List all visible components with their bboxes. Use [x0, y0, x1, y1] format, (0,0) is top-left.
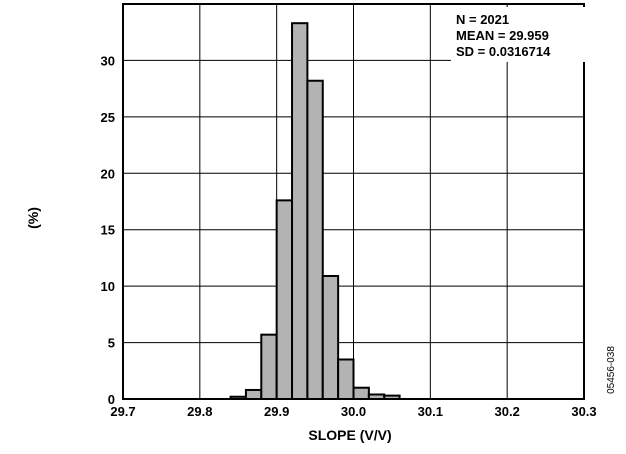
x-tick-label: 30.0 [341, 404, 366, 419]
x-tick-label: 30.2 [495, 404, 520, 419]
stats-legend-box [451, 7, 593, 62]
y-axis-title: (%) [25, 207, 41, 229]
y-tick-label: 25 [101, 110, 115, 125]
x-axis-title: SLOPE (V/V) [308, 427, 391, 443]
histogram-bars [229, 22, 401, 401]
stats-mean: MEAN = 29.959 [456, 28, 549, 43]
x-tick-labels: 29.7 29.8 29.9 30.0 30.1 30.2 30.3 [110, 404, 596, 419]
histogram-bar [352, 386, 370, 401]
y-tick-label: 20 [101, 166, 115, 181]
y-tick-label: 30 [101, 53, 115, 68]
x-tick-label: 29.8 [187, 404, 212, 419]
histogram-bar [321, 274, 340, 400]
x-tick-label: 30.1 [418, 404, 443, 419]
stats-n: N = 2021 [456, 12, 509, 27]
histogram-bar [291, 22, 309, 401]
plot-area-frame [122, 3, 585, 400]
figure-code: 05456-038 [606, 346, 617, 394]
histogram-bar [275, 199, 294, 400]
y-tick-labels: 0 5 10 15 20 25 30 [101, 53, 115, 407]
y-tick-label: 0 [108, 392, 115, 407]
histogram-bar [337, 358, 355, 400]
x-tick-label: 30.3 [571, 404, 596, 419]
histogram-bar [306, 79, 324, 400]
y-tick-label: 15 [101, 223, 115, 238]
y-tick-label: 10 [101, 279, 115, 294]
histogram-bar [260, 333, 278, 400]
histogram-bar [244, 388, 263, 401]
x-tick-label: 29.9 [264, 404, 289, 419]
x-tick-label: 29.7 [110, 404, 135, 419]
y-tick-label: 5 [108, 336, 115, 351]
stats-sd: SD = 0.0316714 [456, 44, 551, 59]
grid-lines [122, 4, 585, 400]
